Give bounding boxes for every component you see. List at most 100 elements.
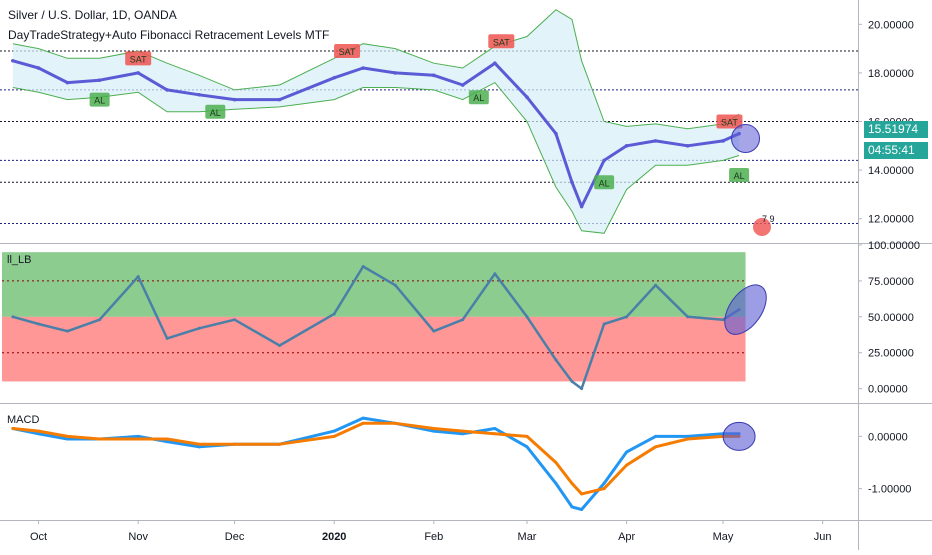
- ll-lb-point: [570, 379, 574, 383]
- ll-lb-point: [625, 315, 629, 319]
- price-point: [393, 71, 398, 75]
- buy-signal-label: AL: [94, 96, 105, 106]
- macd-signal-point: [493, 432, 497, 436]
- price-point: [685, 144, 690, 148]
- ll-lb-point: [278, 344, 282, 348]
- sell-signal-icon: [334, 44, 361, 59]
- ll-lb-point: [432, 329, 436, 333]
- tradingview-logo-icon: [753, 218, 771, 236]
- macd-point: [461, 432, 465, 436]
- macd-signal-point: [686, 437, 690, 441]
- ll-lb-y-tick-label: 100.00000: [868, 240, 920, 252]
- price-y-tick-label: 12.00000: [868, 214, 914, 226]
- price-point: [525, 95, 529, 99]
- ll-lb-point: [361, 265, 365, 269]
- price-point: [570, 180, 574, 185]
- macd-signal-line: [12, 421, 740, 496]
- macd-point: [197, 445, 201, 449]
- macd-point: [493, 427, 497, 431]
- price-point: [232, 97, 237, 102]
- macd-signal-point: [654, 445, 658, 449]
- ll-lb-point: [332, 312, 336, 316]
- bollinger-lower-line: [12, 81, 740, 234]
- logo-watermark-text: 7 9: [762, 214, 775, 224]
- price-point: [136, 71, 140, 75]
- macd-point: [65, 437, 69, 441]
- macd-point: [580, 508, 584, 512]
- ll-lb-point: [493, 272, 497, 276]
- price-point: [332, 75, 337, 80]
- price-point: [36, 66, 41, 70]
- buy-signal-icon: [594, 175, 615, 190]
- price-point: [277, 97, 282, 102]
- ll-lb-y-tick-label: 50.00000: [868, 312, 914, 324]
- ll-lb-point: [554, 358, 558, 362]
- buy-signal-icon: [729, 167, 750, 182]
- price-point: [653, 139, 658, 143]
- macd-signal-point: [461, 429, 465, 433]
- macd-signal-point: [393, 421, 397, 425]
- macd-signal-point: [525, 434, 529, 438]
- ll-lb-point: [393, 283, 397, 287]
- price-point: [579, 204, 584, 209]
- countdown-tag: 04:55:41: [864, 142, 928, 159]
- x-tick-label: Dec: [225, 531, 245, 543]
- x-tick-label: Jun: [814, 531, 832, 543]
- macd-signal-point: [11, 427, 15, 431]
- last-price-tag: 15.51974: [864, 121, 928, 138]
- macd-point: [165, 440, 169, 444]
- buy-signal-icon: [89, 92, 110, 107]
- bollinger-fill: [12, 9, 740, 234]
- macd-signal-point: [625, 463, 629, 467]
- oversold-zone: [2, 316, 746, 382]
- macd-signal-point: [197, 442, 201, 446]
- x-tick-label: Oct: [30, 531, 47, 543]
- macd-signal-point: [37, 429, 41, 433]
- sell-signal-label: SAT: [721, 118, 738, 128]
- ll-lb-y-tick-label: 25.00000: [868, 348, 914, 360]
- buy-signal-label: AL: [599, 178, 610, 188]
- price-point: [65, 80, 70, 85]
- x-tick-label: May: [713, 531, 734, 543]
- price-point: [432, 73, 436, 78]
- macd-signal-point: [165, 437, 169, 441]
- ll-lb-point: [602, 322, 606, 326]
- macd-y-tick-label: 0.00000: [868, 431, 908, 443]
- macd-point: [37, 432, 41, 436]
- sell-signal-label: SAT: [130, 54, 147, 64]
- ll-lb-y-tick-label: 0.00000: [868, 384, 908, 396]
- buy-signal-icon: [205, 104, 226, 119]
- ll-lb-point: [65, 329, 69, 333]
- price-point: [602, 158, 606, 163]
- macd-signal-point: [432, 427, 436, 431]
- macd-point: [361, 416, 365, 420]
- price-point: [624, 144, 629, 148]
- price-y-tick-label: 18.00000: [868, 68, 914, 80]
- macd-signal-point: [361, 421, 365, 425]
- ll-lb-point: [233, 318, 237, 322]
- buy-signal-icon: [468, 90, 489, 105]
- ll-lb-point: [721, 318, 725, 322]
- sell-signal-icon: [488, 34, 515, 49]
- macd-point: [525, 445, 529, 449]
- macd-pane-title: MACD: [7, 414, 40, 426]
- x-tick-label: Nov: [128, 531, 148, 543]
- price-y-tick-label: 20.00000: [868, 19, 914, 31]
- ll-lb-pane-title: ll_LB: [7, 254, 32, 266]
- macd-point: [432, 429, 436, 433]
- price-point: [554, 131, 558, 136]
- price-point: [460, 83, 465, 87]
- macd-point: [570, 505, 574, 509]
- macd-y-tick-label: -1.00000: [868, 484, 911, 496]
- sell-signal-icon: [716, 114, 743, 129]
- price-point: [11, 58, 15, 63]
- symbol-title: Silver / U.S. Dollar, 1D, OANDA: [8, 8, 177, 22]
- ll-lb-point: [461, 318, 465, 322]
- indicator-title: DayTradeStrategy+Auto Fibonacci Retracem…: [8, 28, 330, 42]
- ll-lb-point: [11, 315, 15, 319]
- ll-lb-point: [98, 318, 102, 322]
- macd-signal-point: [332, 434, 336, 438]
- macd-signal-point: [65, 434, 69, 438]
